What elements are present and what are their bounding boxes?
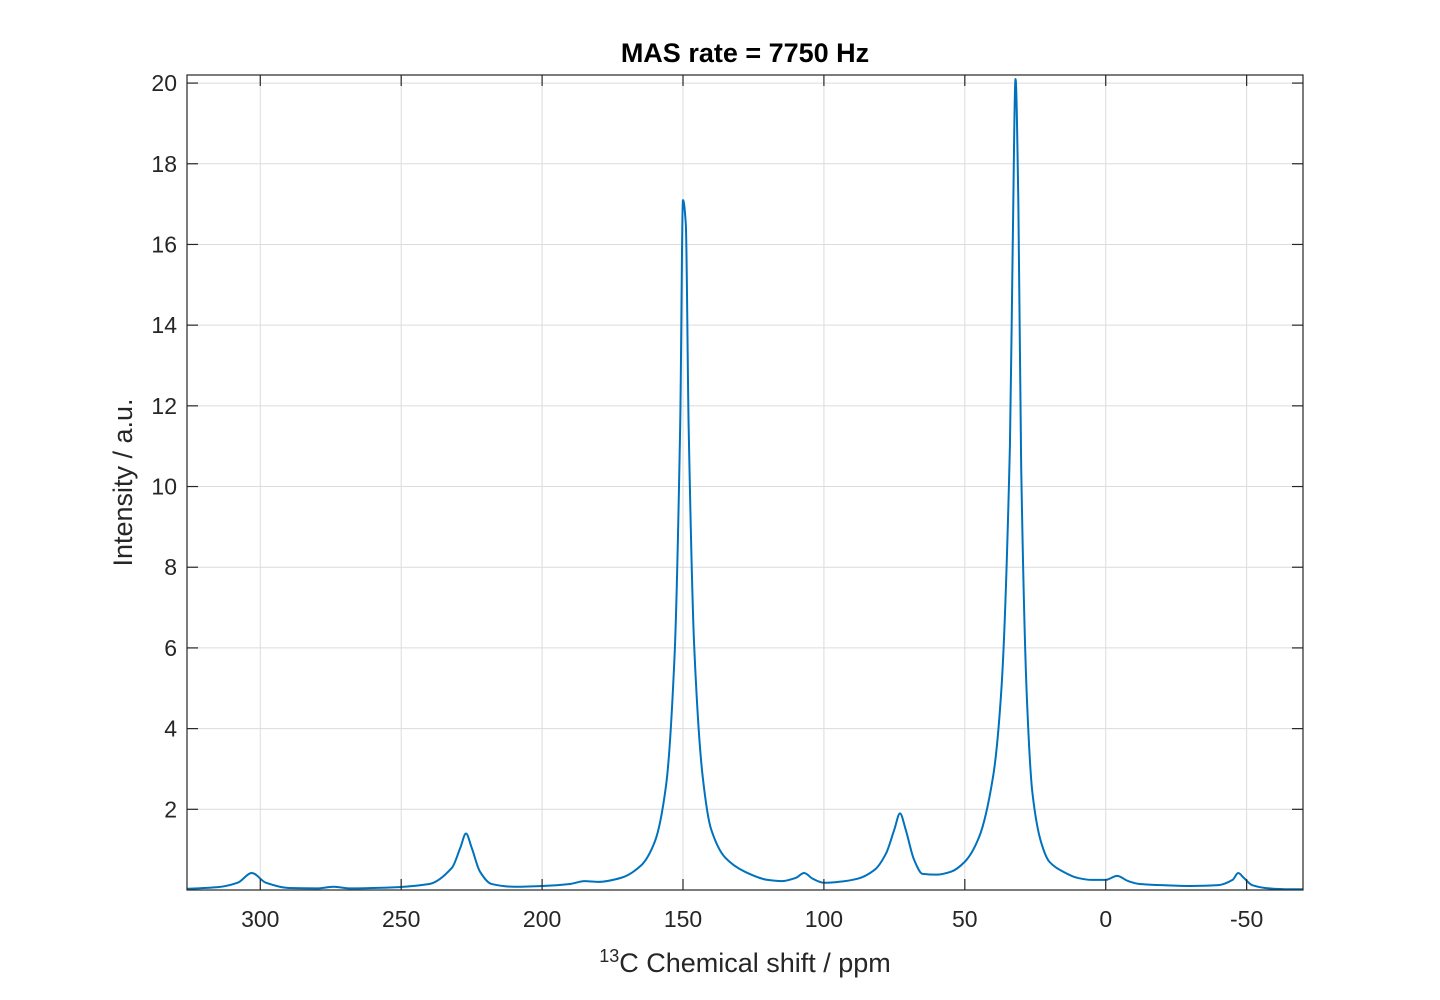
x-tick-label: 200 bbox=[523, 906, 561, 932]
y-tick-label: 10 bbox=[151, 474, 177, 500]
x-axis-label-superscript: 13 bbox=[599, 946, 619, 966]
y-tick-label: 18 bbox=[151, 151, 177, 177]
x-tick-label: 0 bbox=[1099, 906, 1112, 932]
x-tick-label: 50 bbox=[952, 906, 978, 932]
y-tick-labels: 2 4 6 8 10 12 14 16 18 20 bbox=[151, 70, 177, 822]
y-tick-label: 4 bbox=[164, 716, 177, 742]
spectrum-line bbox=[186, 78, 1303, 891]
y-tick-label: 2 bbox=[164, 796, 177, 822]
x-axis-label-text: C Chemical shift / ppm bbox=[619, 948, 891, 978]
y-tick-label: 6 bbox=[164, 635, 177, 661]
x-tick-label: 150 bbox=[664, 906, 702, 932]
y-tick-label: 20 bbox=[151, 70, 177, 96]
y-tick-label: 14 bbox=[151, 312, 177, 338]
x-axis-label: 13C Chemical shift / ppm bbox=[599, 946, 891, 978]
x-tick-label: -50 bbox=[1230, 906, 1263, 932]
x-tick-label: 300 bbox=[241, 906, 279, 932]
chart-title: MAS rate = 7750 Hz bbox=[621, 38, 869, 68]
y-tick-label: 8 bbox=[164, 554, 177, 580]
y-axis-label: Intensity / a.u. bbox=[108, 398, 138, 566]
grid bbox=[187, 75, 1303, 890]
x-tick-labels: 300 250 200 150 100 50 0 -50 bbox=[241, 906, 1263, 932]
axis-ticks bbox=[187, 75, 1303, 890]
y-tick-label: 12 bbox=[151, 393, 177, 419]
x-tick-label: 250 bbox=[382, 906, 420, 932]
axes-frame bbox=[186, 74, 1304, 891]
x-tick-label: 100 bbox=[805, 906, 843, 932]
y-tick-label: 16 bbox=[151, 231, 177, 257]
